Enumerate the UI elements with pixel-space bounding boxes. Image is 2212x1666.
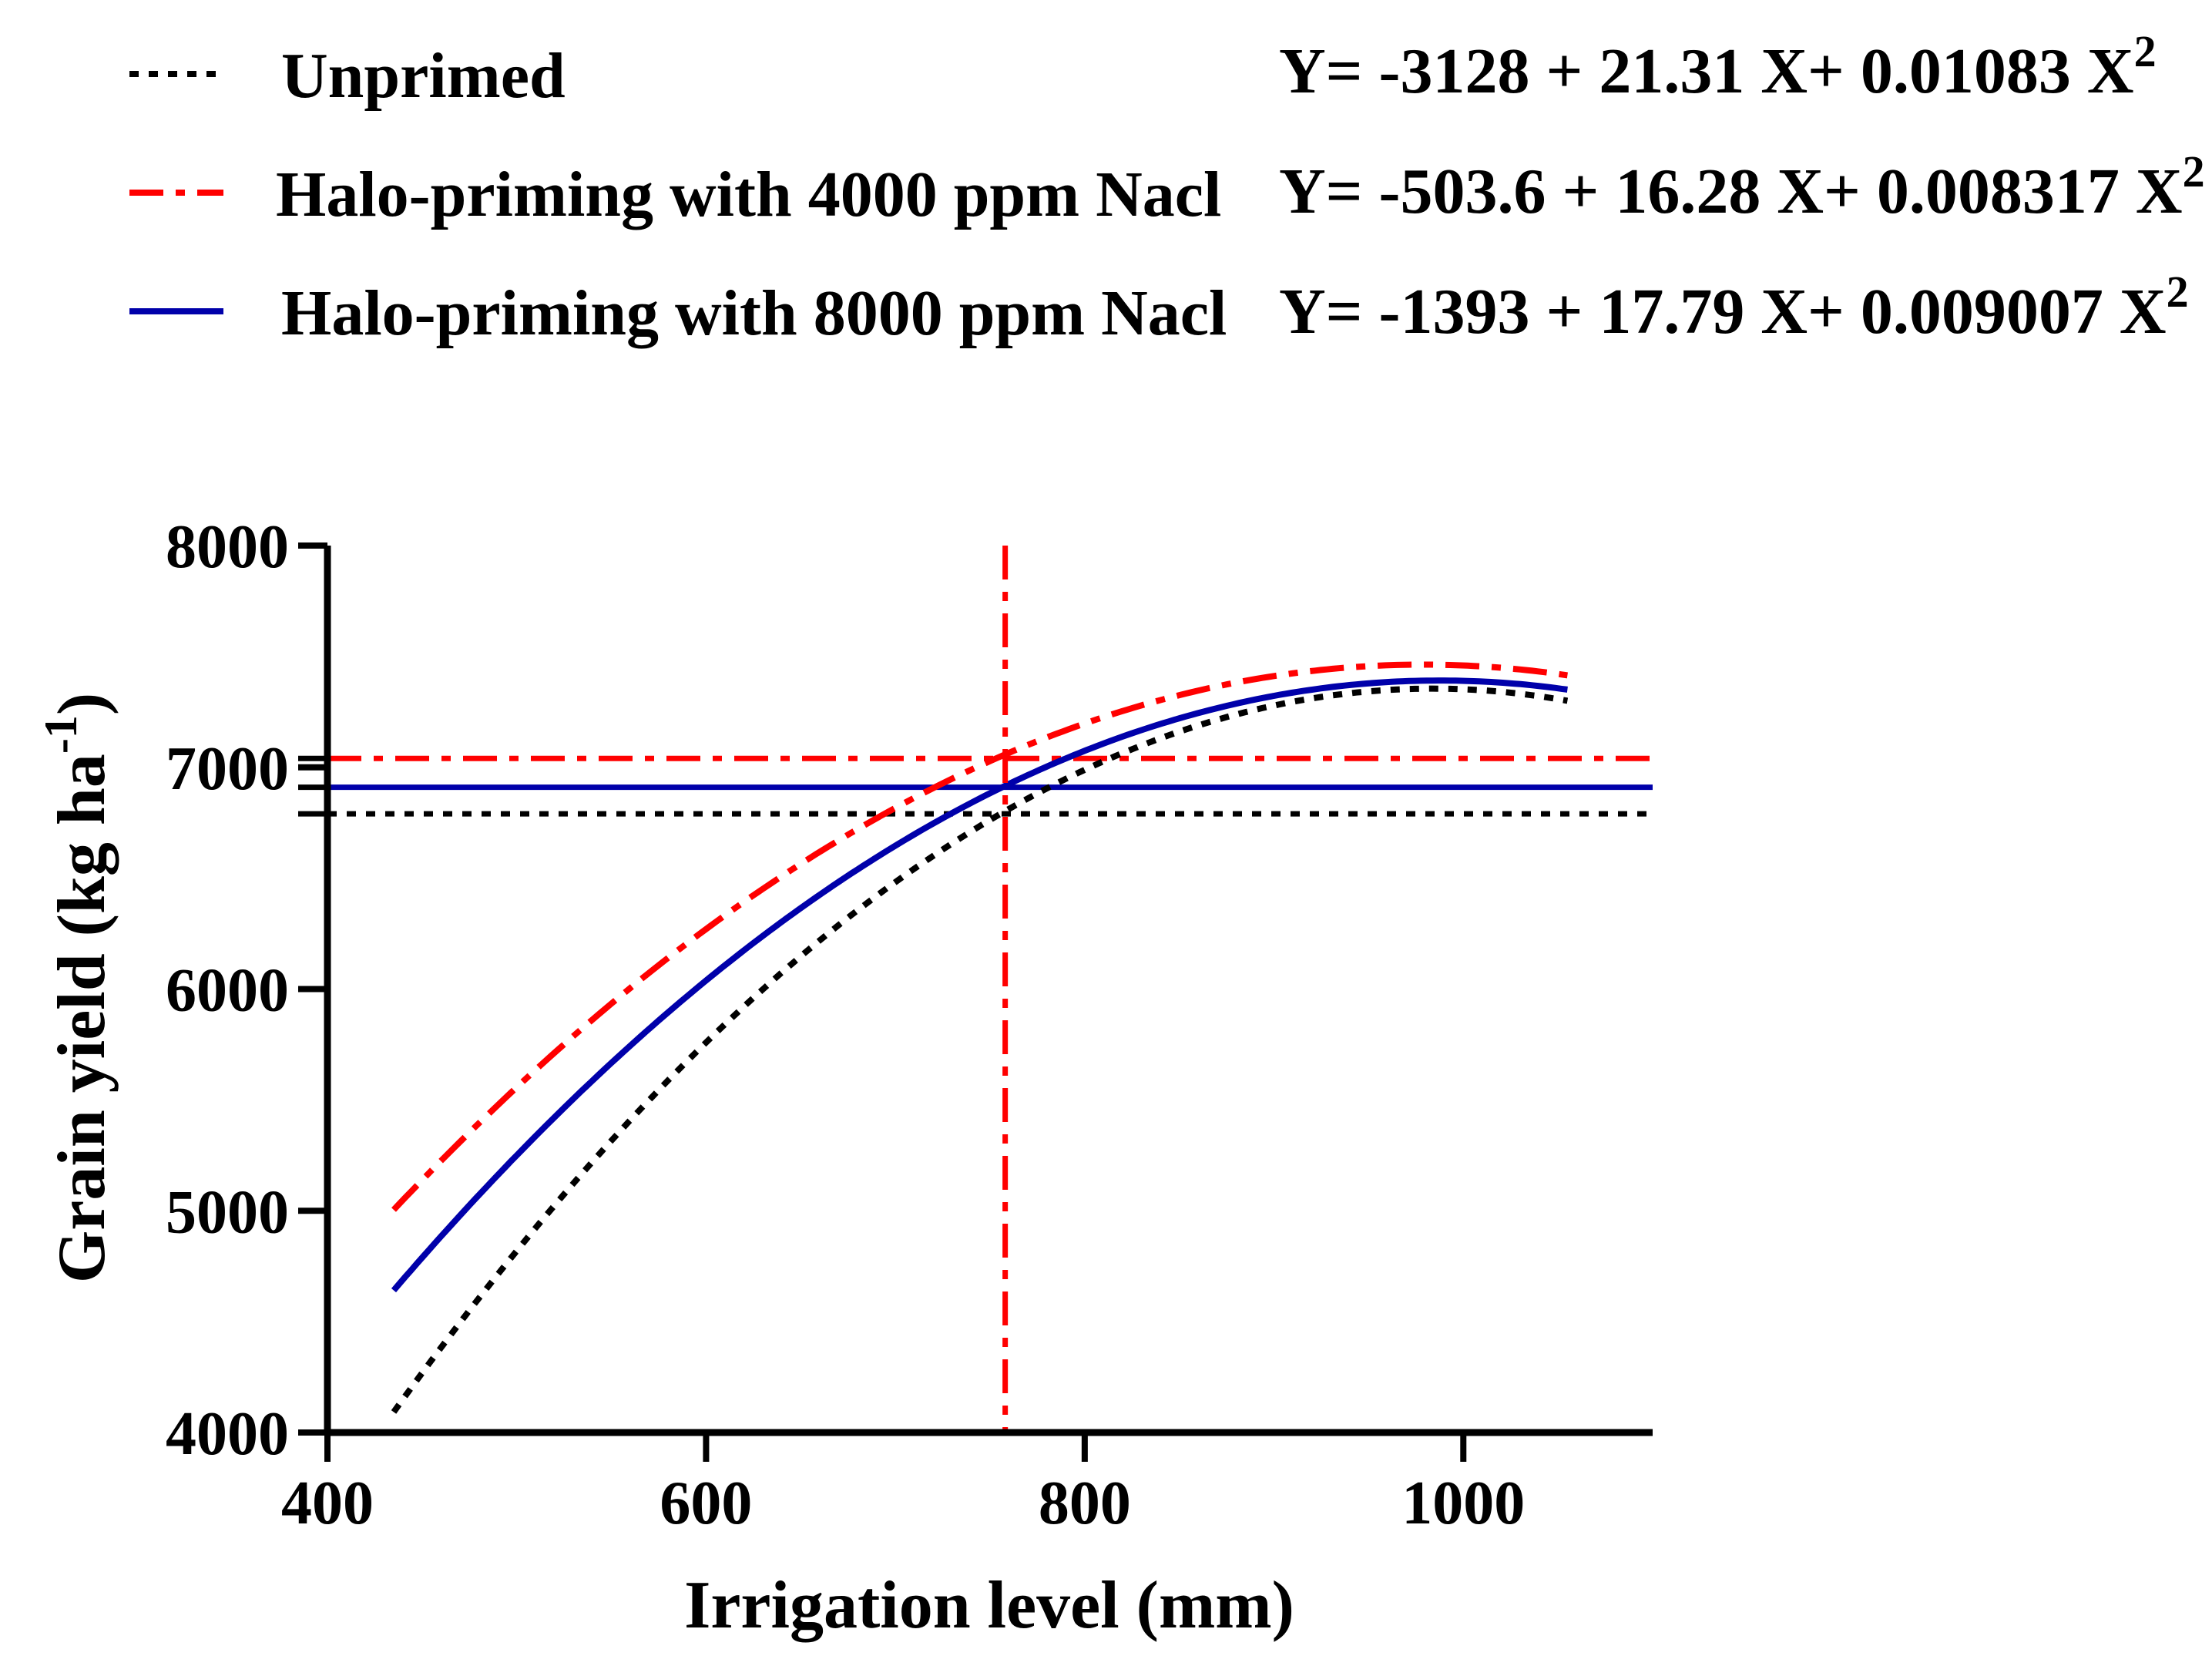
legend-entry-8000ppm: Halo-priming with 8000 ppm Nacl Y= -1393…: [129, 267, 2189, 349]
axes: 4000 5000 6000 7000 8000 400 600 800 1000: [166, 513, 1653, 1537]
x-tick-label-400: 400: [281, 1470, 374, 1537]
curve-unprimed: [391, 685, 1569, 1414]
threshold-lines: [327, 755, 1653, 817]
legend-equation-8000ppm: Y= -1393 + 17.79 X+ 0.009007 X2: [1279, 267, 2189, 348]
x-tick-label-800: 800: [1039, 1470, 1131, 1537]
y-tick-label-6000: 6000: [166, 957, 289, 1025]
legend-label-4000ppm: Halo-priming with 4000 ppm Nacl: [276, 159, 1221, 230]
y-tick-label-4000: 4000: [166, 1400, 289, 1468]
y-tick-label-5000: 5000: [166, 1178, 289, 1246]
x-tick-label-1000: 1000: [1401, 1470, 1525, 1537]
y-tick-label-8000: 8000: [166, 513, 289, 581]
legend-label-unprimed: Unprimed: [281, 40, 566, 112]
curve-4000ppm: [391, 661, 1568, 1212]
y-ticks: 4000 5000 6000 7000 8000: [166, 513, 327, 1468]
legend-entry-unprimed: Unprimed Y= -3128 + 21.31 X+ 0.01083 X2: [129, 26, 2157, 112]
x-tick-label-600: 600: [660, 1470, 752, 1537]
x-axis-title: Irrigation level (mm): [684, 1568, 1294, 1643]
legend-entry-4000ppm: Halo-priming with 4000 ppm Nacl Y= -503.…: [129, 146, 2205, 230]
y-axis-title: Grain yield (kg ha-1): [35, 693, 119, 1283]
legend-equation-unprimed: Y= -3128 + 21.31 X+ 0.01083 X2: [1279, 26, 2157, 107]
curve-8000ppm: [391, 677, 1568, 1293]
legend-equation-4000ppm: Y= -503.6 + 16.28 X+ 0.008317 X2: [1279, 146, 2205, 227]
legend: Unprimed Y= -3128 + 21.31 X+ 0.01083 X2 …: [129, 26, 2205, 349]
legend-label-8000ppm: Halo-priming with 8000 ppm Nacl: [281, 277, 1227, 349]
x-ticks: 400 600 800 1000: [281, 1433, 1525, 1537]
curves: [391, 661, 1569, 1414]
y-tick-label-7000: 7000: [166, 735, 289, 803]
